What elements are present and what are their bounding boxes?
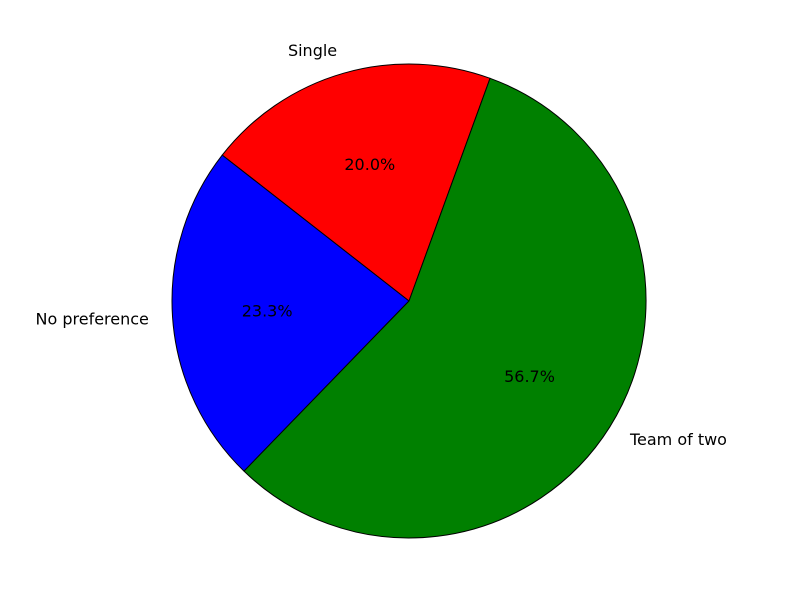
slice-percent-label: 20.0% bbox=[344, 155, 395, 174]
slice-category-label: Team of two bbox=[629, 430, 727, 449]
pie-slice-no-preference bbox=[171, 154, 410, 472]
slice-percent-label: 23.3% bbox=[242, 301, 293, 320]
pie-labels: 20.0% Single 23.3% No preference 56.7% Team o… bbox=[36, 41, 727, 449]
pie-slice-team-of-two bbox=[243, 77, 647, 539]
slice-category-label: No preference bbox=[36, 309, 149, 328]
pie-slices bbox=[171, 63, 647, 539]
slice-percent-label: 56.7% bbox=[504, 367, 555, 386]
pie-slice-single bbox=[221, 63, 491, 302]
slice-category-label: Single bbox=[288, 41, 337, 60]
